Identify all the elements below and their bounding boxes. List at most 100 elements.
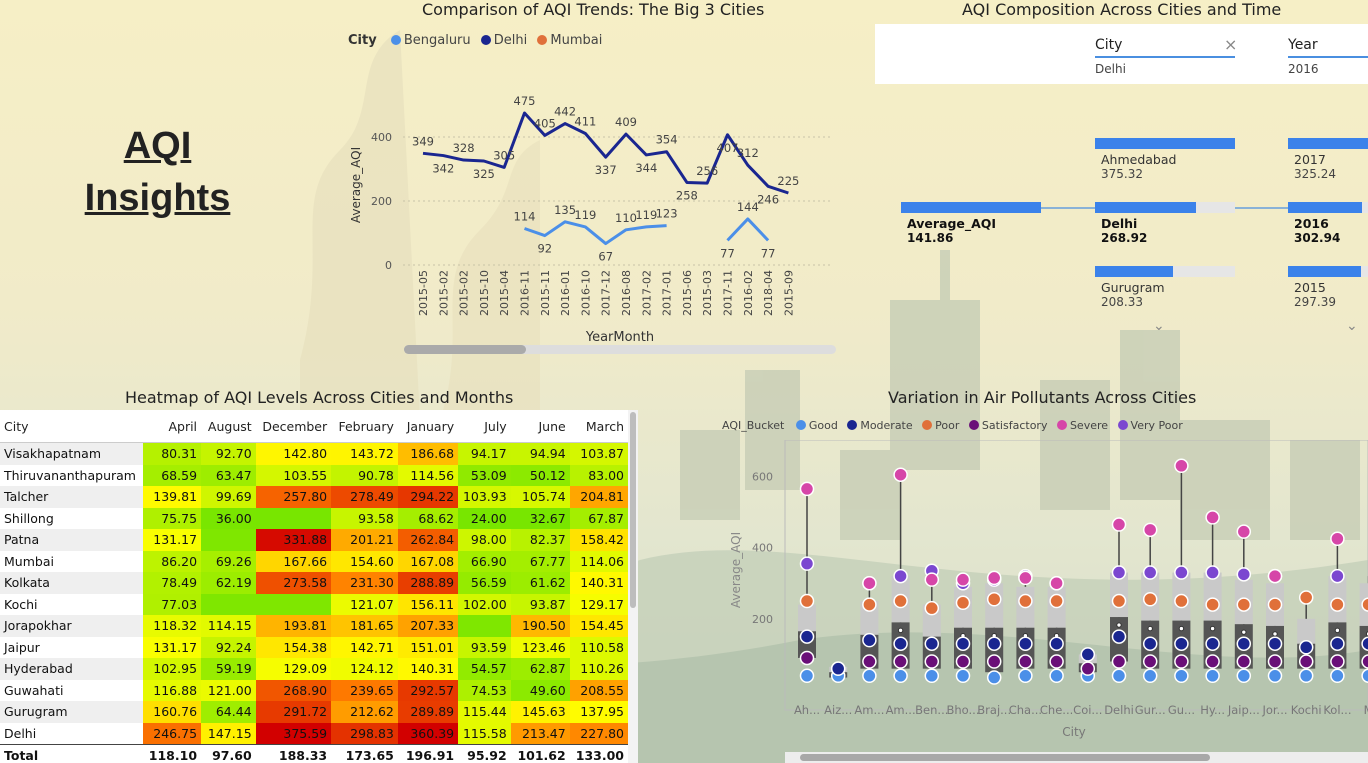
table-row[interactable]: Jaipur 131.17 92.24 154.38 142.71 151.01 93.59… [0, 636, 628, 658]
boxplot-point-satisfactory[interactable] [1267, 654, 1283, 669]
boxplot-point-poor[interactable] [1174, 593, 1189, 609]
legend-item-delhi[interactable]: Delhi [493, 33, 528, 48]
boxplot-point-moderate[interactable] [955, 636, 971, 651]
boxplot-point-good[interactable] [1236, 668, 1252, 684]
boxplot-point-poor[interactable] [1330, 597, 1345, 612]
boxplot-point-satisfactory[interactable] [1080, 661, 1096, 676]
decomp-year-expand-icon[interactable]: ⌄ [1346, 318, 1358, 334]
boxplot-point-good[interactable] [799, 668, 815, 684]
boxplot-point-good[interactable] [1298, 668, 1314, 684]
boxplot-point-satisfactory[interactable] [862, 654, 877, 669]
boxplot-point-moderate[interactable] [1080, 647, 1096, 662]
boxplot-point-satisfactory[interactable] [1205, 654, 1220, 669]
decomp-year-2016[interactable]: 2016 302.94 [1294, 216, 1340, 245]
line-chart-scrollbar[interactable] [404, 345, 836, 354]
heatmap-col-june[interactable]: June [510, 410, 570, 443]
boxplot-point-satisfactory[interactable] [1018, 654, 1033, 669]
boxplot-point-poor[interactable] [1142, 592, 1158, 607]
legend-item-satisfactory[interactable]: Satisfactory [981, 419, 1048, 432]
boxplot-point-satisfactory[interactable] [1236, 654, 1252, 669]
heatmap-vertical-scrollbar[interactable] [628, 410, 638, 763]
boxplot-point-poor[interactable] [955, 595, 971, 611]
line-chart-scroll-thumb[interactable] [404, 345, 526, 354]
boxplot-point-moderate[interactable] [862, 632, 877, 648]
legend-item-bengaluru[interactable]: Bengaluru [403, 33, 471, 48]
table-row[interactable]: Visakhapatnam 80.31 92.70 142.80 143.72 186.6… [0, 442, 628, 465]
boxplot-point-good[interactable] [986, 670, 1002, 685]
boxplot-point-severe[interactable] [924, 572, 940, 587]
boxplot-scroll-thumb[interactable] [800, 754, 1210, 761]
boxplot-point-good[interactable] [1267, 668, 1283, 684]
boxplot-point-good[interactable] [1142, 668, 1158, 684]
boxplot-box-upper[interactable] [1297, 618, 1316, 644]
boxplot-point-satisfactory[interactable] [1111, 654, 1127, 669]
boxplot-point-satisfactory[interactable] [1049, 654, 1064, 669]
decomp-city-gurugram-bar[interactable] [1095, 266, 1235, 277]
boxplot-point-moderate[interactable] [1018, 636, 1033, 651]
boxplot-point-poor[interactable] [862, 597, 877, 612]
table-row[interactable]: Mumbai 86.20 69.26 167.66 154.60 167.08 66.90 6… [0, 550, 628, 572]
heatmap-col-december[interactable]: December [255, 410, 332, 443]
decomp-city-expand-icon[interactable]: ⌄ [1153, 318, 1165, 334]
boxplot-point-good[interactable] [862, 668, 877, 684]
boxplot-point-moderate[interactable] [1205, 636, 1220, 651]
boxplot-point-good[interactable] [955, 668, 971, 684]
boxplot-point-severe[interactable] [1018, 570, 1033, 586]
table-row[interactable]: Gurugram 160.76 64.44 291.72 212.62 289.89 115… [0, 701, 628, 723]
boxplot-point-very-poor[interactable] [893, 568, 908, 584]
boxplot-point-satisfactory[interactable] [1174, 654, 1189, 669]
boxplot-point-moderate[interactable] [830, 661, 846, 676]
decomp-year-2016-bar[interactable] [1288, 202, 1368, 213]
line-series-bengaluru[interactable] [524, 220, 667, 246]
boxplot-scrollbar[interactable] [785, 752, 1368, 763]
boxplot-point-satisfactory[interactable] [799, 650, 815, 666]
boxplot-point-severe[interactable] [986, 570, 1002, 586]
decomp-root-node[interactable]: Average_AQI 141.86 [907, 216, 996, 245]
boxplot-point-severe[interactable] [1205, 510, 1220, 525]
boxplot-point-poor[interactable] [893, 593, 908, 609]
boxplot-point-good[interactable] [1174, 668, 1189, 684]
table-row[interactable]: Delhi 246.75 147.15 375.59 298.83 360.39 115.5… [0, 722, 628, 745]
boxplot-point-poor[interactable] [1361, 597, 1368, 612]
boxplot-point-poor[interactable] [924, 600, 940, 616]
table-row[interactable]: Kolkata 78.49 62.19 273.58 231.30 288.89 56.59… [0, 572, 628, 594]
boxplot-point-satisfactory[interactable] [955, 654, 971, 669]
boxplot-point-severe[interactable] [1330, 531, 1345, 546]
boxplot-point-moderate[interactable] [1361, 636, 1368, 651]
boxplot-point-poor[interactable] [1049, 593, 1064, 609]
boxplot-point-severe[interactable] [862, 575, 877, 591]
decomp-city-ahmedabad[interactable]: Ahmedabad 375.32 [1101, 152, 1176, 181]
boxplot-point-severe[interactable] [1267, 568, 1283, 584]
decomp-year-2015[interactable]: 2015 297.39 [1294, 280, 1336, 309]
boxplot-point-severe[interactable] [955, 572, 971, 587]
table-row[interactable]: Patna 131.17 331.88 201.21 262.84 98.00 82.37 1… [0, 529, 628, 551]
boxplot-point-good[interactable] [924, 668, 940, 684]
heatmap-col-april[interactable]: April [142, 410, 202, 443]
boxplot-point-moderate[interactable] [986, 636, 1002, 651]
legend-item-very-poor[interactable]: Very Poor [1130, 419, 1183, 432]
boxplot-point-good[interactable] [1361, 668, 1368, 683]
boxplot-point-poor[interactable] [1267, 597, 1283, 612]
decomp-city-gurugram[interactable]: Gurugram 208.33 [1101, 280, 1165, 309]
boxplot-point-satisfactory[interactable] [924, 654, 940, 669]
decomp-city-ahmedabad-bar[interactable] [1095, 138, 1235, 149]
boxplot-point-moderate[interactable] [893, 636, 908, 651]
boxplot-point-satisfactory[interactable] [1298, 654, 1314, 669]
heatmap-col-july[interactable]: July [458, 410, 511, 443]
boxplot-point-severe[interactable] [799, 481, 815, 497]
boxplot-point-poor[interactable] [1205, 597, 1220, 612]
heatmap-scroll-thumb[interactable] [630, 412, 636, 608]
boxplot-point-severe[interactable] [1236, 524, 1252, 539]
boxplot-point-satisfactory[interactable] [1142, 654, 1158, 669]
boxplot-point-poor[interactable] [1298, 590, 1314, 605]
boxplot-point-satisfactory[interactable] [1361, 654, 1368, 669]
boxplot-point-poor[interactable] [1018, 593, 1033, 609]
boxplot-point-poor[interactable] [1236, 597, 1252, 612]
boxplot-point-satisfactory[interactable] [1330, 654, 1345, 669]
table-row[interactable]: Kochi 77.03 121.07 156.11 102.00 93.87 129.17 [0, 593, 628, 615]
boxplot-point-moderate[interactable] [1330, 636, 1345, 651]
legend-item-mumbai[interactable]: Mumbai [550, 33, 603, 48]
decomp-city-delhi-bar[interactable] [1095, 202, 1235, 213]
table-row[interactable]: Hyderabad 102.95 59.19 129.09 124.12 140.31 54… [0, 658, 628, 680]
boxplot-point-very-poor[interactable] [1236, 567, 1252, 582]
